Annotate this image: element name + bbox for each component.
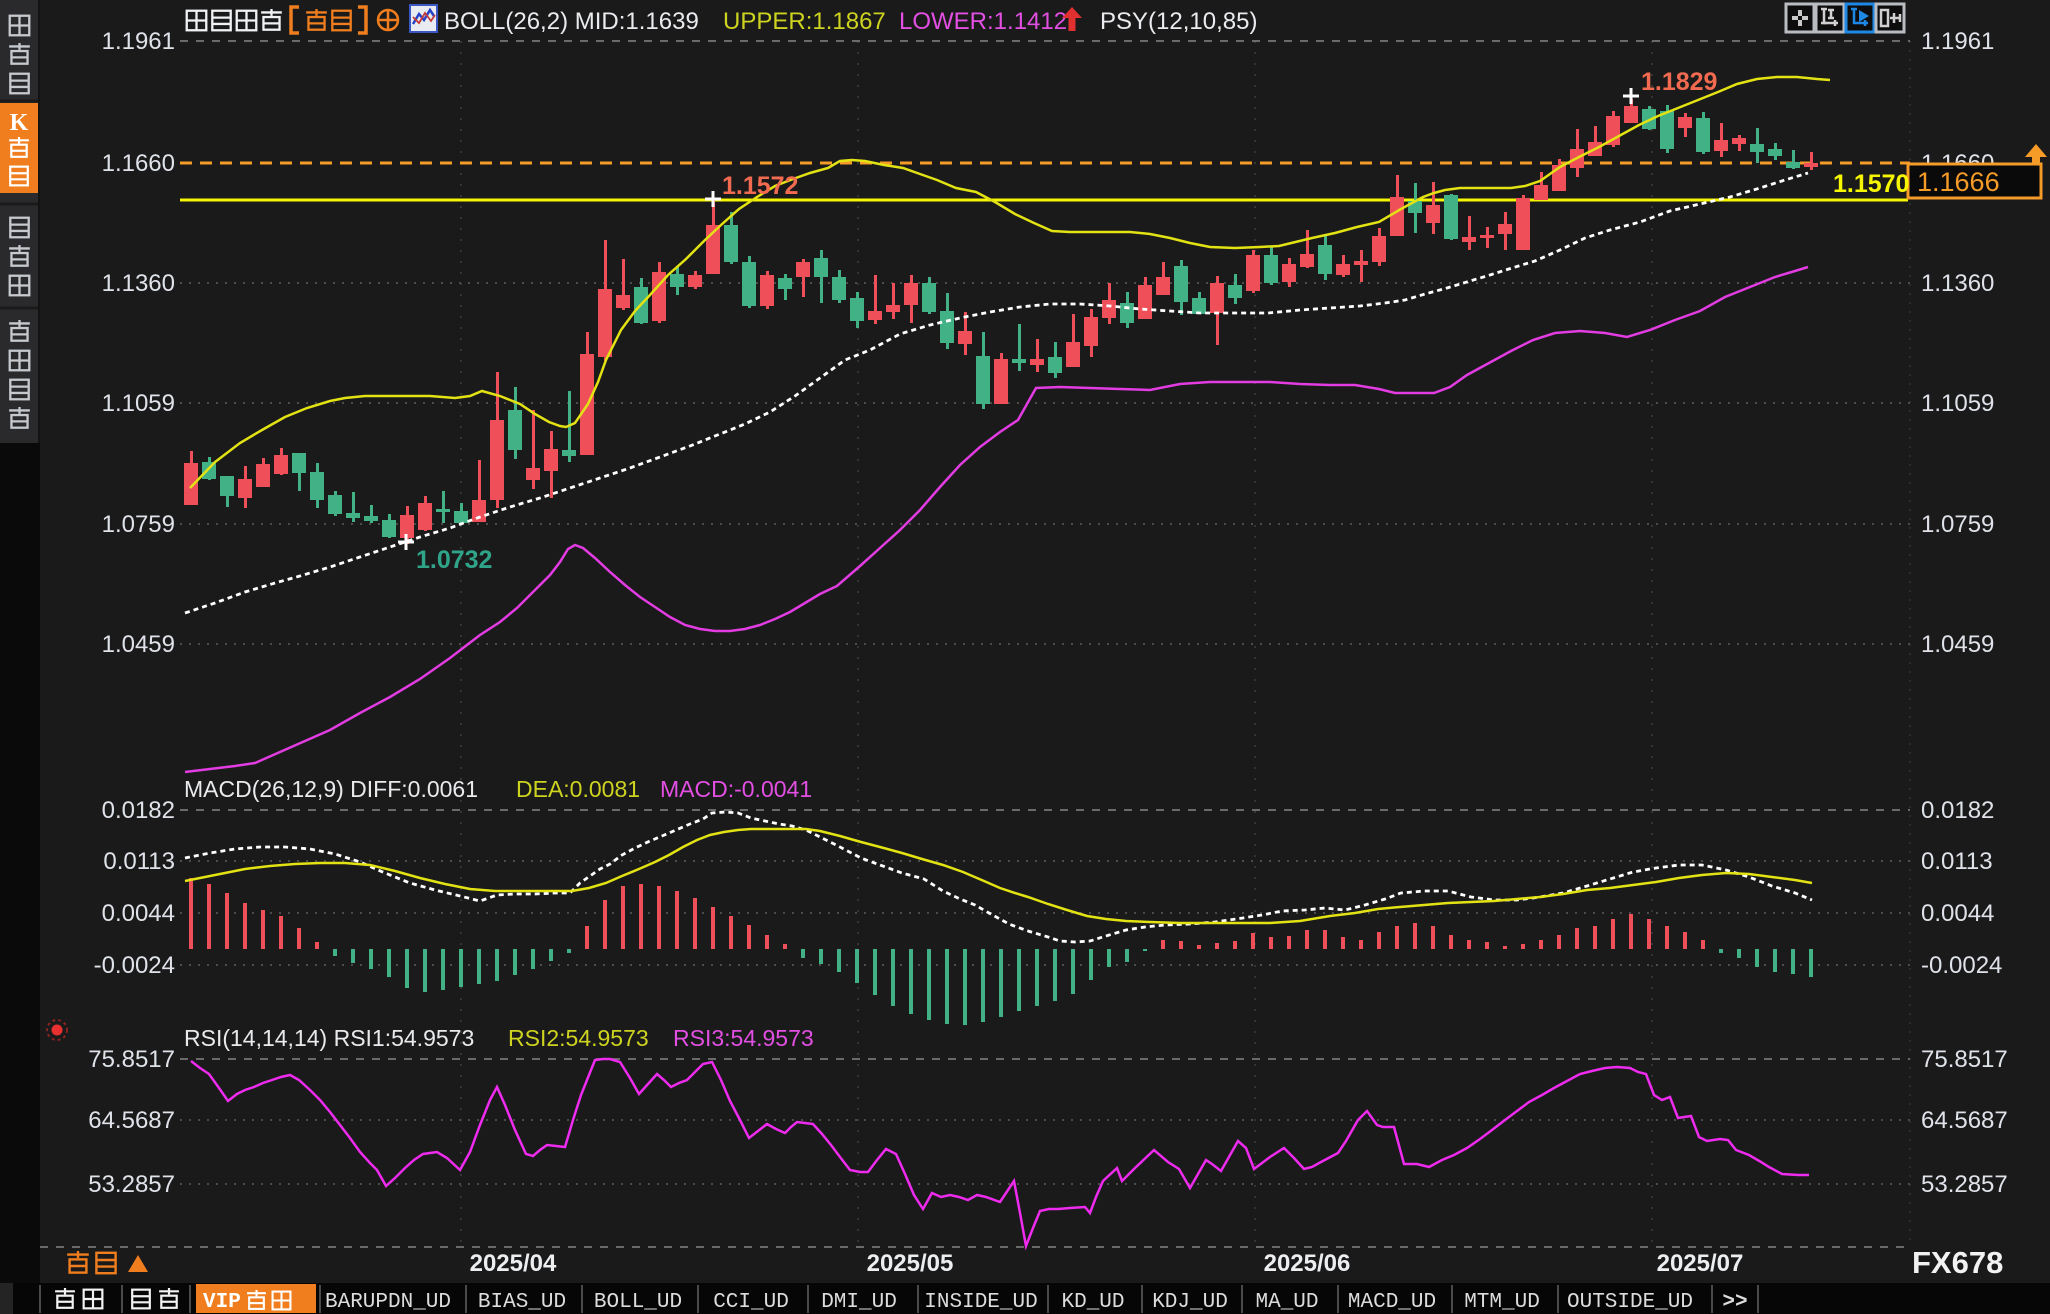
svg-text:BIAS_UD: BIAS_UD [478,1291,566,1314]
svg-text:1.0459: 1.0459 [1921,631,1994,658]
svg-text:2025/06: 2025/06 [1264,1250,1351,1277]
svg-text:MACD_UD: MACD_UD [1348,1291,1436,1314]
svg-text:1.0459: 1.0459 [102,631,175,658]
svg-text:53.2857: 53.2857 [88,1171,175,1198]
svg-text:>>: >> [1722,1291,1747,1314]
svg-text:1.0759: 1.0759 [102,511,175,538]
svg-text:-0.0024: -0.0024 [1921,952,2002,979]
svg-text:75.8517: 75.8517 [88,1046,175,1073]
svg-text:0.0182: 0.0182 [102,797,175,824]
svg-text:CCI_UD: CCI_UD [713,1291,789,1314]
svg-text:KDJ_UD: KDJ_UD [1152,1291,1228,1314]
svg-text:0.0113: 0.0113 [103,848,175,875]
svg-text:MA_UD: MA_UD [1255,1291,1318,1314]
svg-text:1.1961: 1.1961 [102,28,175,55]
svg-text:DMI_UD: DMI_UD [821,1291,897,1314]
svg-text:1.0759: 1.0759 [1921,511,1994,538]
svg-text:BARUPDN_UD: BARUPDN_UD [325,1291,451,1314]
svg-text:1.1666: 1.1666 [1917,167,2000,197]
svg-text:1.1829: 1.1829 [1641,68,1717,96]
svg-text:1.1961: 1.1961 [1921,28,1994,55]
svg-text:INSIDE_UD: INSIDE_UD [924,1291,1037,1314]
svg-text:1.1059: 1.1059 [1921,390,1994,417]
svg-text:RSI2:54.9573: RSI2:54.9573 [508,1025,649,1051]
svg-text:1.1570: 1.1570 [1833,170,1909,198]
svg-text:0.0182: 0.0182 [1921,797,1994,824]
svg-text:RSI(14,14,14) RSI1:54.9573: RSI(14,14,14) RSI1:54.9573 [184,1025,474,1051]
svg-text:1.1360: 1.1360 [1921,270,1994,297]
svg-text:2025/07: 2025/07 [1657,1250,1744,1277]
svg-text:1.1360: 1.1360 [102,270,175,297]
svg-text:-0.0024: -0.0024 [94,952,175,979]
svg-text:1.0732: 1.0732 [416,546,492,574]
svg-text:OUTSIDE_UD: OUTSIDE_UD [1567,1291,1693,1314]
svg-text:DEA:0.0081: DEA:0.0081 [516,776,640,802]
svg-text:2025/05: 2025/05 [867,1250,954,1277]
svg-text:53.2857: 53.2857 [1921,1171,2008,1198]
svg-text:0.0044: 0.0044 [1921,900,1994,927]
svg-text:2025/04: 2025/04 [470,1250,557,1277]
svg-text:0.0044: 0.0044 [102,900,175,927]
svg-text:LOWER:1.1412: LOWER:1.1412 [899,8,1067,35]
svg-text:MTM_UD: MTM_UD [1464,1291,1540,1314]
svg-text:64.5687: 64.5687 [88,1107,175,1134]
svg-text:MACD(26,12,9) DIFF:0.0061: MACD(26,12,9) DIFF:0.0061 [184,776,478,802]
svg-text:0.0113: 0.0113 [1921,848,1993,875]
svg-text:RSI3:54.9573: RSI3:54.9573 [673,1025,814,1051]
svg-text:K: K [10,110,29,136]
svg-text:PSY(12,10,85): PSY(12,10,85) [1100,8,1257,35]
svg-text:MACD:-0.0041: MACD:-0.0041 [660,776,812,802]
svg-text:75.8517: 75.8517 [1921,1046,2008,1073]
svg-text:KD_UD: KD_UD [1061,1291,1124,1314]
svg-text:1.1660: 1.1660 [102,150,175,177]
svg-text:UPPER:1.1867: UPPER:1.1867 [723,8,886,35]
svg-text:VIP: VIP [203,1291,241,1314]
svg-text:BOLL_UD: BOLL_UD [594,1291,682,1314]
svg-text:BOLL(26,2) MID:1.1639: BOLL(26,2) MID:1.1639 [444,8,699,35]
svg-text:1.1059: 1.1059 [102,390,175,417]
svg-text:64.5687: 64.5687 [1921,1107,2008,1134]
svg-text:FX678: FX678 [1912,1245,2003,1280]
svg-text:1.1572: 1.1572 [722,172,798,200]
